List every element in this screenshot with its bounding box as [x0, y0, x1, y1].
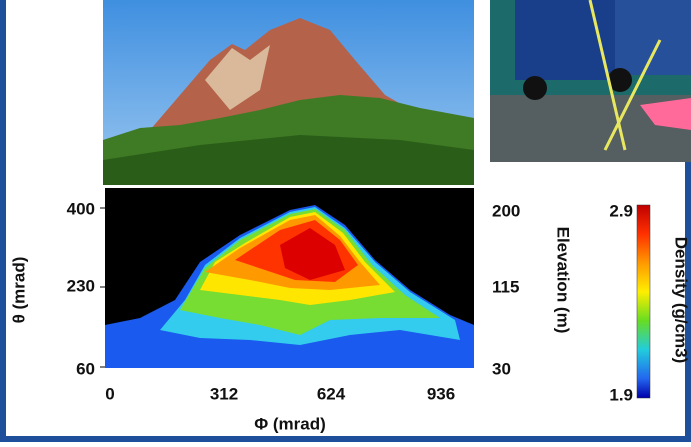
x-tick-label: 0	[105, 384, 114, 403]
y2-tick-label: 115	[492, 277, 519, 296]
truck-image	[490, 0, 691, 162]
x-tick-label: 624	[317, 384, 346, 403]
x-tick-label: 936	[427, 384, 455, 403]
page: 400 230 60 θ (mrad) 200 115 30 Elevation…	[0, 0, 691, 442]
colorbar-max: 2.9	[609, 201, 633, 220]
y-axis-label: θ (mrad)	[9, 257, 28, 324]
y2-tick-label: 30	[492, 359, 511, 378]
x-axis-label: Φ (mrad)	[254, 414, 326, 433]
y2-axis-label: Elevation (m)	[554, 227, 573, 334]
colorbar-min: 1.9	[609, 385, 633, 404]
y-tick-label: 230	[67, 276, 95, 295]
figure: 400 230 60 θ (mrad) 200 115 30 Elevation…	[0, 0, 691, 442]
density-map	[105, 188, 474, 368]
colorbar-label: Density (g/cm3)	[672, 237, 691, 364]
y-tick-label: 60	[76, 359, 95, 378]
x-tick-label: 312	[210, 384, 238, 403]
y2-tick-label: 200	[492, 201, 520, 220]
y-tick-label: 400	[67, 199, 95, 218]
volcano-photo	[103, 0, 474, 185]
